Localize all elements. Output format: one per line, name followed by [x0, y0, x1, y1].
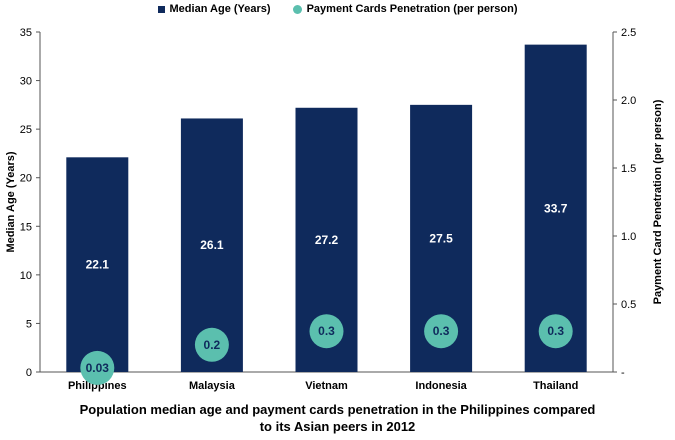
y-tick-label: 25	[20, 124, 32, 136]
y-tick-label: 15	[20, 221, 32, 233]
marker-value-label: 0.3	[433, 324, 450, 338]
y2-tick-label: -	[621, 367, 625, 379]
bar-value-label: 33.7	[544, 201, 568, 215]
y2-tick-label: 1.5	[621, 163, 636, 175]
bar-value-label: 27.2	[315, 233, 339, 247]
y2-tick-label: 1.0	[621, 231, 636, 243]
y2-tick-label: 2.0	[621, 95, 636, 107]
marker-value-label: 0.3	[547, 324, 564, 338]
caption-line-1: Population median age and payment cards …	[79, 402, 596, 417]
bar-value-label: 22.1	[86, 258, 110, 272]
marker-value-label: 0.03	[86, 361, 110, 375]
marker-malaysia	[194, 327, 229, 362]
y-tick-label: 10	[20, 270, 32, 282]
x-tick-label: Philippines	[68, 380, 127, 392]
chart-caption: Population median age and payment cards …	[40, 401, 635, 435]
marker-indonesia	[424, 314, 459, 349]
bar-value-label: 27.5	[429, 231, 453, 245]
y-tick-label: 20	[20, 173, 32, 185]
y-tick-label: 5	[26, 318, 32, 330]
y-axis-title: Median Age (Years)	[5, 151, 17, 252]
caption-line-2: to its Asian peers in 2012	[259, 419, 416, 434]
y-tick-label: 30	[20, 76, 32, 88]
marker-value-label: 0.3	[318, 324, 335, 338]
marker-philippines	[80, 350, 115, 385]
x-tick-label: Vietnam	[305, 380, 348, 392]
legend: Median Age (Years) Payment Cards Penetra…	[0, 3, 675, 15]
marker-thailand	[538, 314, 573, 349]
marker-value-label: 0.2	[204, 338, 221, 352]
y2-axis-title: Payment Card Penetration (per person)	[652, 99, 664, 304]
legend-swatch-bar	[157, 5, 165, 13]
legend-label-card-penetration: Payment Cards Penetration (per person)	[306, 3, 518, 15]
y-tick-label: 35	[20, 27, 32, 39]
y2-tick-label: 2.5	[621, 27, 636, 39]
y2-tick-label: 0.5	[621, 299, 636, 311]
bar-philippines	[66, 157, 129, 372]
y-tick-label: 0	[26, 367, 32, 379]
bar-value-label: 26.1	[200, 238, 224, 252]
legend-item-median-age: Median Age (Years)	[157, 3, 271, 15]
x-tick-label: Thailand	[533, 380, 578, 392]
x-tick-label: Indonesia	[415, 380, 467, 392]
x-tick-label: Malaysia	[189, 380, 236, 392]
legend-label-median-age: Median Age (Years)	[169, 3, 271, 15]
marker-vietnam	[309, 314, 344, 349]
legend-swatch-marker	[292, 4, 302, 14]
legend-item-card-penetration: Payment Cards Penetration (per person)	[292, 3, 518, 15]
